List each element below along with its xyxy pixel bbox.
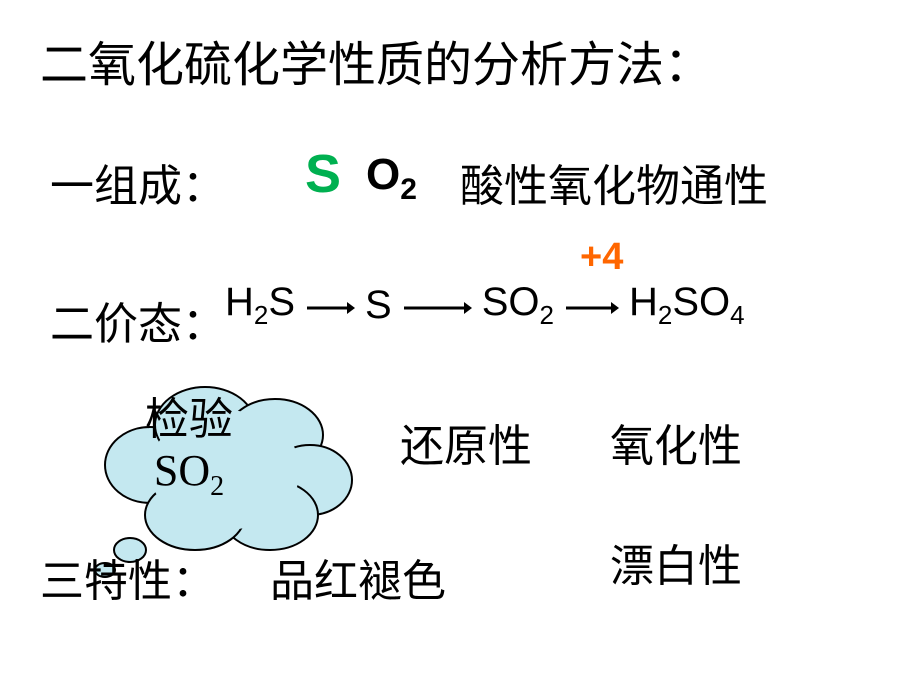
arrow-icon bbox=[305, 283, 355, 328]
chain-h2so4: H2SO4 bbox=[629, 280, 745, 331]
acidic-oxide-desc: 酸性氧化物通性 bbox=[460, 150, 768, 214]
section3-label: 三特性： bbox=[40, 545, 216, 609]
chain-s: S bbox=[365, 283, 392, 328]
oxidation-chain: H2S S SO2 H2SO4 bbox=[225, 280, 745, 331]
chain-h2s: H2S bbox=[225, 280, 295, 331]
o2-sub: 2 bbox=[400, 173, 417, 206]
page-title: 二氧化硫化学性质的分析方法： bbox=[40, 25, 712, 95]
arrow-icon bbox=[564, 283, 619, 328]
section1-label: 一组成： bbox=[50, 150, 226, 214]
cloud-line2: SO2 bbox=[154, 446, 224, 495]
cloud-line1: 检验 bbox=[145, 395, 233, 444]
oxidation-state-label: +4 bbox=[580, 236, 623, 279]
arrow-icon bbox=[402, 283, 472, 328]
section2-label: 二价态： bbox=[50, 288, 226, 352]
pinhong-label: 品红褪色 bbox=[270, 545, 446, 609]
bleach-label: 漂白性 bbox=[610, 530, 742, 594]
symbol-o2: O2 bbox=[366, 150, 417, 207]
chain-so2: SO2 bbox=[482, 280, 554, 331]
o2-o: O bbox=[366, 150, 400, 199]
cloud-text: 检验 SO2 bbox=[145, 395, 233, 503]
symbol-s-green: S bbox=[305, 143, 341, 205]
reducing-label: 还原性 bbox=[400, 410, 532, 474]
oxidizing-label: 氧化性 bbox=[610, 410, 742, 474]
